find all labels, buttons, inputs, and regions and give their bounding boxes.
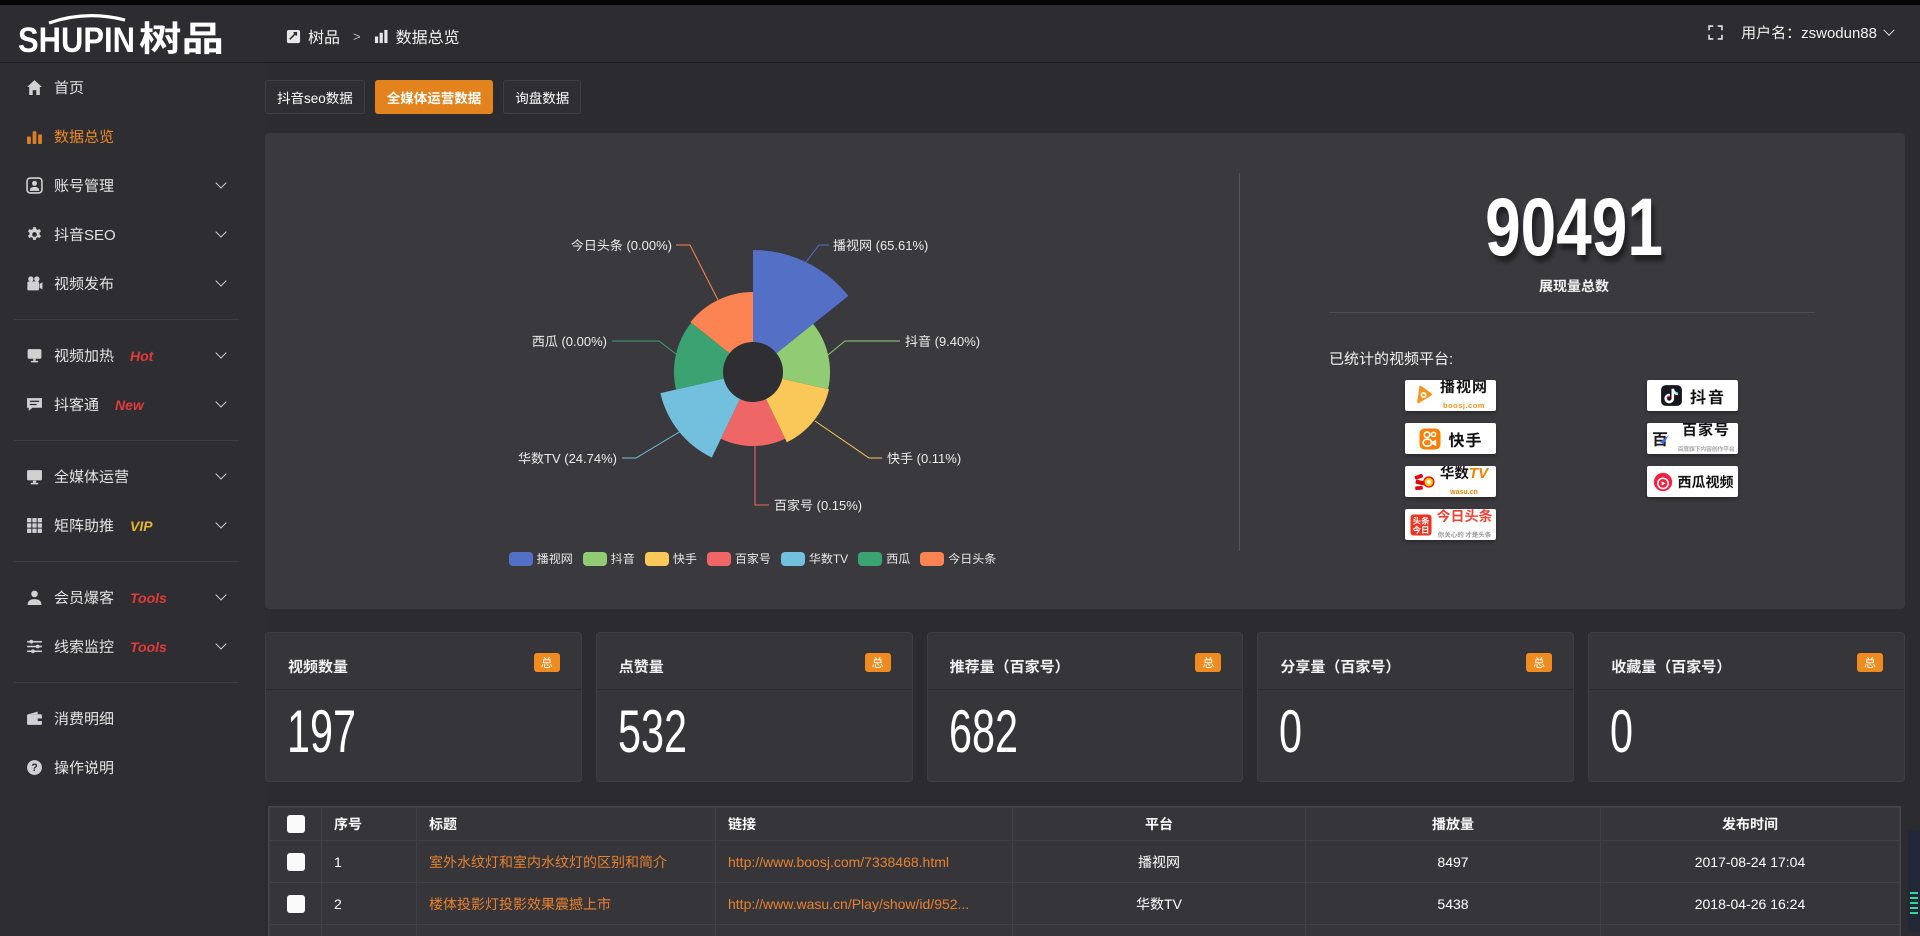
svg-text:百家号 (0.15%): 百家号 (0.15%) — [774, 498, 862, 513]
svg-text:华数TV (24.74%): 华数TV (24.74%) — [518, 451, 617, 466]
svg-text:今日头条 (0.00%): 今日头条 (0.00%) — [571, 238, 672, 253]
svg-text:抖音 (9.40%): 抖音 (9.40%) — [905, 334, 980, 349]
svg-text:树品: 树品 — [139, 20, 224, 59]
svg-text:SHUPIN: SHUPIN — [18, 21, 135, 59]
svg-text:播视网 (65.61%): 播视网 (65.61%) — [833, 238, 928, 253]
svg-text:百: 百 — [1652, 428, 1668, 450]
svg-text:西瓜 (0.00%): 西瓜 (0.00%) — [532, 334, 607, 349]
svg-text:头条: 头条 — [1412, 515, 1430, 527]
svg-text:?: ? — [31, 762, 37, 774]
svg-text:快手 (0.11%): 快手 (0.11%) — [887, 451, 961, 466]
svg-text:今日: 今日 — [1412, 524, 1429, 536]
